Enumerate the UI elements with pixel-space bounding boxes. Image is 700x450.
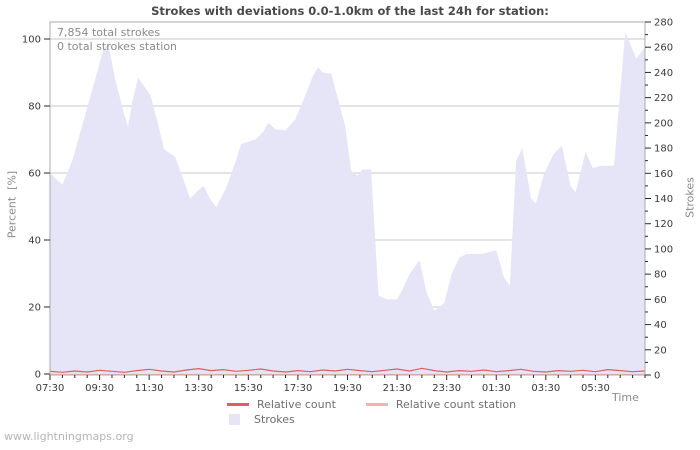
svg-text:220: 220 <box>654 93 673 104</box>
svg-text:80: 80 <box>28 102 41 113</box>
svg-text:140: 140 <box>654 194 673 205</box>
svg-text:20: 20 <box>654 345 667 356</box>
svg-text:03:30: 03:30 <box>531 383 560 394</box>
strokes-area-series <box>50 32 645 375</box>
svg-text:0: 0 <box>35 370 41 381</box>
legend-label: Relative count station <box>395 397 517 411</box>
svg-text:05:30: 05:30 <box>581 383 610 394</box>
svg-text:40: 40 <box>28 236 41 247</box>
svg-text:120: 120 <box>654 219 673 230</box>
watermark-link: www.lightningmaps.org <box>4 430 134 443</box>
legend-label: Relative count <box>257 397 336 411</box>
svg-text:11:30: 11:30 <box>135 383 164 394</box>
legend-item-strokes: Strokes <box>227 413 295 426</box>
y-left-axis-title: Percent [%] <box>5 170 19 239</box>
svg-text:13:30: 13:30 <box>184 383 213 394</box>
svg-text:21:30: 21:30 <box>383 383 412 394</box>
axis-ticks <box>44 21 651 380</box>
svg-text:100: 100 <box>22 35 41 46</box>
axis-tick-labels: 0 20 40 60 80 100 0 20 40 60 80 100 120 140 160 180 200 2… <box>22 18 673 395</box>
svg-text:60: 60 <box>654 295 667 306</box>
svg-text:260: 260 <box>654 43 673 54</box>
svg-text:60: 60 <box>28 169 41 180</box>
legend-row-1: Relative count Relative count station <box>227 397 546 411</box>
relative-count-swatch <box>227 402 249 406</box>
svg-text:0: 0 <box>654 371 660 382</box>
y-right-axis-title: Strokes <box>683 177 697 218</box>
svg-text:23:30: 23:30 <box>432 383 461 394</box>
svg-text:160: 160 <box>654 169 673 180</box>
relative-count-station-swatch <box>365 402 388 406</box>
svg-text:180: 180 <box>654 144 673 155</box>
svg-text:17:30: 17:30 <box>284 383 313 394</box>
relative-count-line <box>49 367 646 373</box>
svg-text:80: 80 <box>654 270 667 281</box>
svg-text:240: 240 <box>654 68 673 79</box>
total-strokes-annotation: 7,854 total strokes <box>57 26 161 39</box>
svg-text:01:30: 01:30 <box>482 383 511 394</box>
total-strokes-station-annotation: 0 total strokes station <box>57 40 178 53</box>
legend-item-relative-count-station: Relative count station <box>365 397 517 411</box>
legend-item-relative-count: Relative count <box>227 398 336 411</box>
legend: Relative count Relative count station St… <box>227 397 546 427</box>
svg-text:20: 20 <box>28 303 41 314</box>
svg-text:19:30: 19:30 <box>333 383 362 394</box>
x-axis-title: Time <box>612 391 639 404</box>
svg-text:280: 280 <box>654 18 673 29</box>
svg-text:09:30: 09:30 <box>85 383 114 394</box>
legend-row-2: Strokes <box>227 412 546 426</box>
svg-text:07:30: 07:30 <box>36 383 65 394</box>
legend-label: Strokes <box>254 412 295 426</box>
svg-text:200: 200 <box>654 118 673 129</box>
chart-title: Strokes with deviations 0.0-1.0km of the… <box>151 4 549 18</box>
svg-text:100: 100 <box>654 244 673 255</box>
strokes-swatch <box>229 413 240 425</box>
svg-text:40: 40 <box>654 320 667 331</box>
svg-text:15:30: 15:30 <box>234 383 263 394</box>
